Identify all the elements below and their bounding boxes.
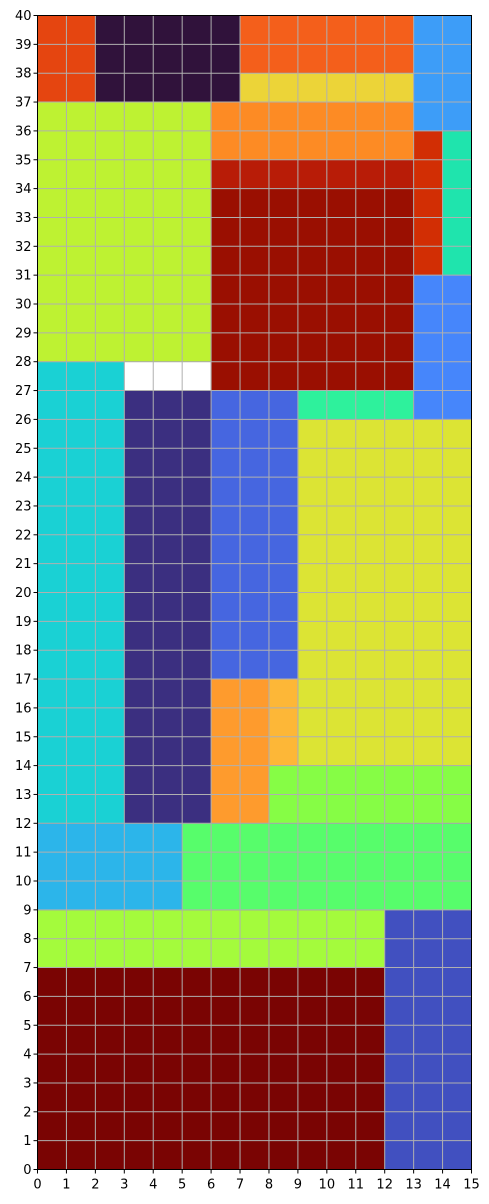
rect-cell-22 — [95, 15, 241, 103]
y-tick-label: 4 — [23, 1048, 31, 1063]
y-tick-label: 7 — [23, 961, 31, 976]
x-tick-label: 10 — [319, 1178, 336, 1193]
y-tick-label: 18 — [15, 644, 32, 659]
rect-cell-17 — [442, 130, 472, 276]
y-tick-label: 6 — [23, 990, 31, 1005]
y-tick-label: 39 — [15, 38, 32, 53]
grid-layer — [37, 15, 472, 1170]
rect-cell-1 — [384, 909, 472, 1170]
rect-cell-3 — [37, 822, 183, 911]
y-tick-label: 32 — [15, 240, 32, 255]
x-tick-label: 9 — [294, 1178, 302, 1193]
y-tick-label: 10 — [15, 875, 32, 890]
y-tick-label: 12 — [15, 817, 32, 832]
x-tick-label: 8 — [265, 1178, 273, 1193]
y-tick-label: 35 — [15, 153, 32, 168]
x-tick-label: 0 — [33, 1178, 41, 1193]
y-tick-label: 29 — [15, 326, 32, 341]
y-tick-label: 33 — [15, 211, 32, 226]
x-tick-label: 6 — [207, 1178, 215, 1193]
y-tick-label: 21 — [15, 557, 32, 572]
x-tick-label: 13 — [405, 1178, 422, 1193]
y-tick-label: 31 — [15, 269, 32, 284]
y-tick-label: 8 — [23, 932, 31, 947]
y-tick-label: 20 — [15, 586, 32, 601]
rect-cell-9 — [268, 678, 299, 766]
y-tick-label: 36 — [15, 124, 32, 139]
y-tick-label: 34 — [15, 182, 32, 197]
y-tick-label: 27 — [15, 384, 32, 399]
y-tick-label: 23 — [15, 499, 32, 514]
x-tick-label: 11 — [347, 1178, 364, 1193]
y-tick-label: 30 — [15, 298, 32, 313]
y-tick-label: 40 — [15, 9, 32, 24]
x-tick-label: 5 — [178, 1178, 186, 1193]
x-tick-label: 12 — [376, 1178, 393, 1193]
y-tick-label: 22 — [15, 528, 32, 543]
y-tick-label: 19 — [15, 615, 32, 630]
rect-cell-6 — [124, 390, 212, 824]
x-tick-label: 14 — [434, 1178, 451, 1193]
y-tick-label: 26 — [15, 413, 32, 428]
rect-cell-16 — [413, 130, 443, 276]
y-tick-label: 9 — [23, 903, 31, 918]
x-tick-label: 3 — [120, 1178, 128, 1193]
x-tick-label: 1 — [62, 1178, 70, 1193]
y-tick-label: 25 — [15, 442, 32, 457]
y-tick-label: 38 — [15, 67, 32, 82]
y-tick-label: 24 — [15, 471, 32, 486]
y-tick-label: 1 — [23, 1134, 31, 1149]
y-tick-label: 3 — [23, 1076, 31, 1091]
y-tick-label: 14 — [15, 759, 32, 774]
y-tick-label: 5 — [23, 1019, 31, 1034]
y-tick-label: 15 — [15, 730, 32, 745]
x-tick-label: 4 — [149, 1178, 157, 1193]
x-tick-label: 7 — [236, 1178, 244, 1193]
y-tick-label: 17 — [15, 673, 32, 688]
y-tick-label: 28 — [15, 355, 32, 370]
y-tick-label: 2 — [23, 1105, 31, 1120]
y-tick-label: 0 — [23, 1163, 31, 1178]
x-tick-label: 15 — [463, 1178, 480, 1193]
x-tick-label: 2 — [91, 1178, 99, 1193]
axes-layer: 0 1 2 3 4 5 6 7 8 9 10 11 12 13 14 15012345678910111213… — [15, 9, 480, 1193]
y-tick-label: 11 — [15, 846, 32, 861]
rect-cell-14 — [210, 188, 414, 391]
rect-cell-18 — [210, 159, 414, 189]
y-tick-label: 13 — [15, 788, 32, 803]
y-tick-label: 37 — [15, 96, 32, 111]
y-tick-label: 16 — [15, 701, 32, 716]
